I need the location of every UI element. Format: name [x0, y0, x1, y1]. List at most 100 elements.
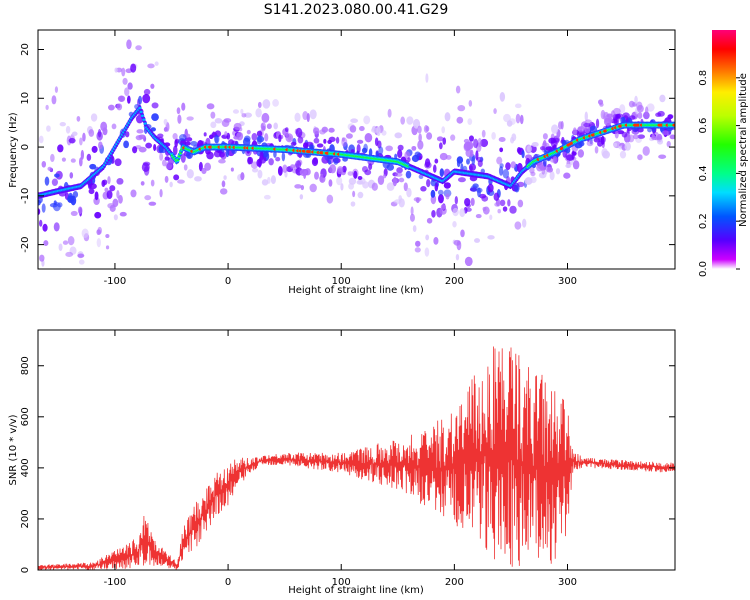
spectrogram-blob	[353, 170, 358, 179]
spectrogram-blob	[642, 146, 650, 156]
spectrogram-blob	[510, 161, 517, 169]
spectrogram-blob	[348, 177, 357, 185]
spectrogram-blob	[113, 214, 118, 221]
spectrogram-blob	[270, 175, 276, 184]
spectrogram-blob	[586, 140, 594, 147]
colorbar-tick-label: 0.0	[698, 261, 709, 277]
spectrogram-blob	[176, 107, 181, 115]
spectrogram-blob	[436, 136, 444, 142]
spectrogram-blob	[397, 144, 404, 151]
spectrogram-blob	[463, 141, 472, 151]
spectrogram-blob	[468, 99, 473, 107]
spectrogram-blob	[42, 223, 48, 232]
spectrogram-blob	[221, 180, 226, 188]
spectrogram-blob	[58, 243, 63, 252]
spectrogram-blob	[97, 128, 102, 138]
spectrogram-blob	[455, 85, 461, 94]
spectrogram-blob	[236, 131, 244, 141]
spectrogram-blob	[67, 235, 75, 246]
spectrogram-blob	[68, 192, 73, 202]
spectrogram-blob	[425, 73, 429, 83]
spectrogram-blob	[77, 253, 85, 258]
spectrogram-blob	[172, 145, 178, 156]
spectrogram-blob	[646, 103, 655, 112]
spectrogram-blob	[407, 157, 411, 163]
spectrogram-blob	[397, 149, 403, 159]
spectrogram-blob	[180, 153, 186, 163]
spectrogram-blob	[165, 161, 173, 170]
spectrogram-blob	[122, 77, 128, 85]
spectrogram-blob	[470, 197, 475, 207]
spectrogram-blob	[584, 111, 588, 122]
spectrogram-blob	[77, 206, 83, 215]
spectrogram-blob	[514, 221, 522, 230]
spectrogram-blob	[124, 87, 130, 97]
spectrogram-blob	[114, 67, 118, 73]
spectrogram-blob	[80, 149, 85, 160]
spectrogram-blob	[294, 184, 302, 189]
spectrogram-blob	[340, 183, 344, 191]
spectrogram-blob	[241, 113, 247, 118]
spectrogram-blob	[381, 130, 387, 136]
spectrogram-blob	[530, 176, 537, 184]
spectrogram-blob	[59, 121, 66, 127]
spectrogram-blob	[453, 239, 461, 246]
spectrogram-blob	[595, 118, 600, 129]
spectrogram-blob	[471, 155, 476, 166]
spectrogram-blob	[475, 150, 479, 161]
spectrogram-blob	[94, 191, 99, 201]
spectrogram-blob	[356, 144, 361, 154]
spectrogram-blob	[157, 133, 164, 138]
spectrogram-blob	[282, 164, 288, 173]
spectrogram-blob	[443, 182, 451, 189]
snr-x-tick-label: 100	[332, 577, 351, 588]
spectrogram-blob	[345, 133, 353, 139]
spectrogram-blob	[593, 137, 601, 143]
spectrogram-blob	[151, 113, 159, 122]
colorbar-ticks: 0.0 0.2 0.4 0.6 0.8	[698, 70, 740, 277]
spectrogram-blob	[456, 156, 464, 164]
spectrogram-blob	[65, 251, 74, 257]
spectrogram-blob	[284, 127, 289, 133]
spectrogram-blob	[38, 208, 41, 216]
spectrogram-blob	[350, 201, 356, 207]
spectrogram-blob	[647, 127, 653, 133]
spectrogram-blob	[323, 138, 327, 144]
spectrogram-blob	[272, 99, 279, 107]
spectrogram-blob	[614, 130, 619, 139]
spectrogram-blob	[51, 178, 58, 186]
spectrogram-blob	[161, 159, 167, 167]
spectrogram-blob	[341, 137, 348, 147]
spectrogram-blob	[415, 197, 420, 204]
spectrogram-x-axis-label: Height of straight line (km)	[288, 285, 424, 296]
spectrogram-blob	[406, 116, 414, 125]
spectrogram-blob	[487, 235, 495, 240]
spectrogram-blob	[491, 131, 496, 140]
spectrogram-blob	[150, 127, 156, 132]
spectrogram-blob	[426, 179, 431, 188]
spectrogram-blob	[412, 225, 417, 233]
spectrogram-blob	[94, 211, 102, 219]
spectrogram-blob	[263, 194, 271, 200]
spectrogram-x-tick-label: 100	[332, 276, 351, 287]
spectrogram-blob	[70, 158, 76, 163]
spectrogram-blob	[336, 166, 344, 175]
spectrogram-blob	[268, 158, 274, 166]
spectrogram-blob	[563, 172, 571, 179]
spectrogram-blob	[439, 168, 445, 177]
spectrogram-blob	[142, 161, 151, 167]
spectrogram-blob	[454, 195, 458, 205]
spectrogram-blob	[541, 167, 545, 175]
spectrogram-blob	[438, 194, 444, 204]
spectrogram-blob	[368, 163, 373, 171]
spectrogram-blob	[598, 99, 604, 105]
spectrogram-blob	[374, 137, 379, 146]
spectrogram-blob	[361, 147, 368, 154]
spectrogram-blob	[450, 134, 456, 141]
spectrogram-blob	[357, 175, 363, 180]
spectrogram-blob	[262, 99, 271, 109]
spectrogram-blob	[477, 187, 481, 198]
spectrogram-blob	[637, 154, 643, 161]
spectrogram-blob	[76, 115, 81, 122]
spectrogram-blob	[88, 129, 95, 137]
